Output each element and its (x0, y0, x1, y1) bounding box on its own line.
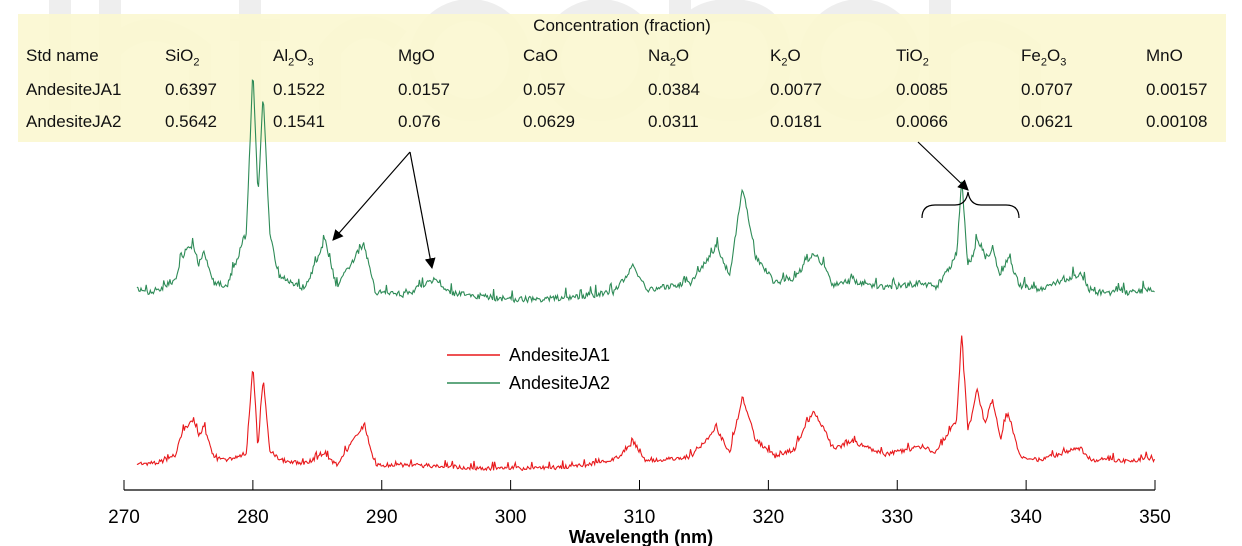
table-cell: 0.0157 (398, 80, 450, 99)
x-axis: 270 280 290 300 310 320 330 340 350 (108, 480, 1171, 528)
table-cell: 0.00108 (1146, 112, 1208, 131)
table-header-cell: CaO (523, 46, 558, 65)
table-cell: 0.0077 (770, 80, 822, 99)
series-line-andesiteja2 (136, 79, 1155, 304)
annotations (332, 141, 1020, 270)
table-header-cell: K2O (770, 46, 801, 69)
x-tick-label: 290 (366, 507, 398, 528)
x-axis-title: Wavelength (nm) (569, 527, 713, 546)
table-cell: 0.057 (523, 80, 566, 99)
spectrum-curves (136, 79, 1156, 472)
table-cell: 0.1541 (273, 112, 325, 131)
table-header-cell: TiO2 (896, 46, 929, 69)
table-row-name: AndesiteJA2 (26, 112, 122, 131)
table-cell: 0.0311 (648, 112, 699, 131)
x-tick-label: 270 (108, 507, 140, 528)
table-cell: 0.1522 (273, 80, 325, 99)
x-tick-label: 350 (1139, 507, 1171, 528)
x-tick-label: 330 (881, 507, 913, 528)
table-cell: 0.00157 (1146, 80, 1208, 99)
table-cell: 0.5642 (165, 112, 217, 131)
x-tick-label: 320 (753, 507, 785, 528)
table-cell: 0.0066 (896, 112, 948, 131)
legend-label-andesiteja1: AndesiteJA1 (509, 345, 610, 365)
mgo-arrow-right (409, 151, 436, 270)
x-tick-label: 340 (1010, 507, 1042, 528)
table-header-cell: Fe2O3 (1021, 46, 1067, 69)
series-line-andesiteja1 (136, 335, 1156, 472)
table-cell: 0.6397 (165, 80, 217, 99)
table-cell: 0.0621 (1021, 112, 1073, 131)
table-header-cell: SiO2 (165, 46, 200, 69)
table-cell: 0.0629 (523, 112, 575, 131)
tio2-brace (921, 191, 1020, 219)
table-title: Concentration (fraction) (533, 16, 711, 35)
legend-label-andesiteja2: AndesiteJA2 (509, 373, 610, 393)
table-header-cell: Na2O (648, 46, 690, 69)
table-cell: 0.076 (398, 112, 441, 131)
x-tick-label: 300 (495, 507, 527, 528)
concentration-table: Concentration (fraction) Std name SiO2 Al2… (18, 14, 1226, 142)
table-cell: 0.0707 (1021, 80, 1073, 99)
mgo-arrow-left (332, 151, 411, 241)
table-row-name: AndesiteJA1 (26, 80, 122, 99)
table-cell: 0.0384 (648, 80, 700, 99)
table-header-cell: Al2O3 (273, 46, 314, 69)
table-header-std-name: Std name (26, 46, 99, 65)
tio2-arrow (917, 141, 969, 191)
legend: AndesiteJA1 AndesiteJA2 (447, 345, 610, 393)
table-cell: 0.0181 (770, 112, 822, 131)
table-header-cell: MgO (398, 46, 435, 65)
table-header-cell: MnO (1146, 46, 1183, 65)
table-cell: 0.0085 (896, 80, 948, 99)
x-tick-label: 310 (624, 507, 656, 528)
x-tick-label: 280 (237, 507, 269, 528)
